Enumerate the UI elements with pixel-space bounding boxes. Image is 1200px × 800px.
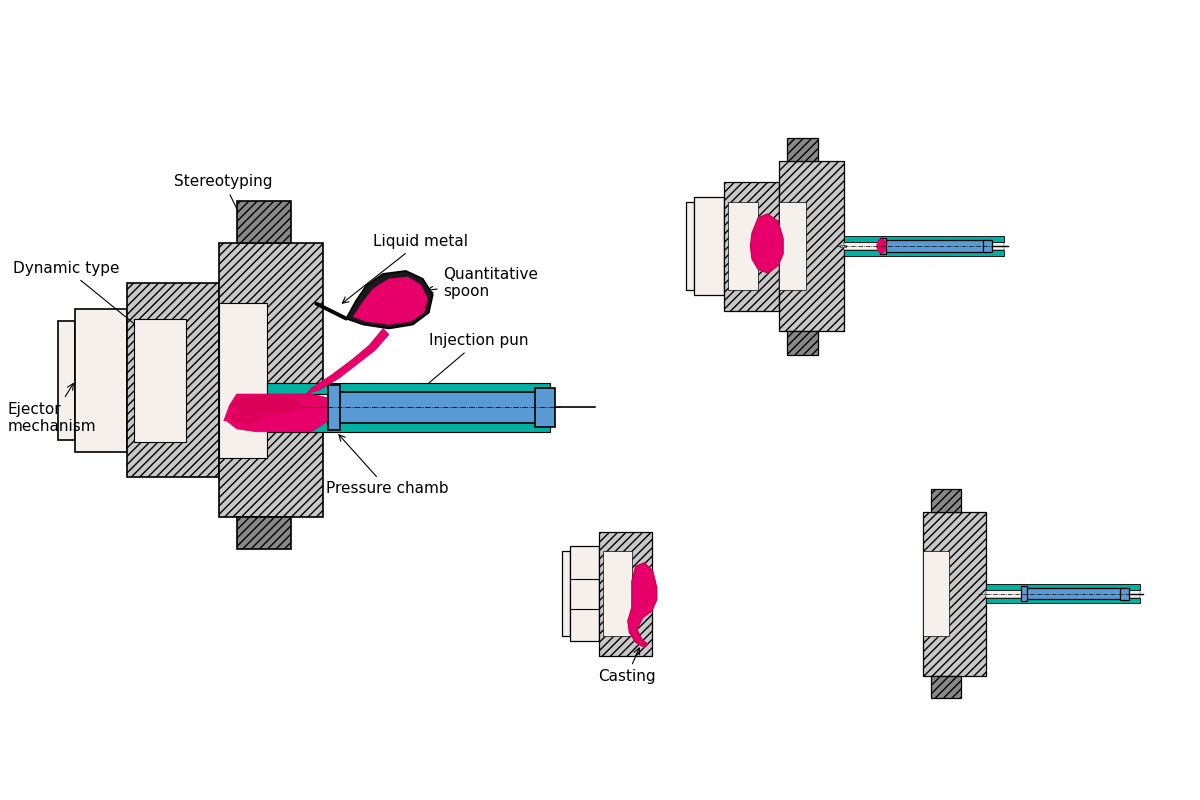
Text: Pressure chamb: Pressure chamb [326,434,449,497]
Bar [266,394,551,421]
Text: Casting: Casting [598,648,655,684]
Text: Liquid metal: Liquid metal [342,234,468,303]
Bar [134,318,186,442]
Bar [779,202,806,290]
Bar [218,243,323,517]
Bar [602,551,632,636]
Bar [694,197,724,295]
Text: Dynamic type: Dynamic type [13,261,154,340]
Bar [236,517,292,549]
Ellipse shape [232,412,262,424]
Text: Quantitative
spoon: Quantitative spoon [427,266,538,299]
Polygon shape [223,394,329,432]
Bar [1120,588,1128,600]
Bar [728,202,758,290]
Ellipse shape [232,396,301,414]
Bar [924,551,949,636]
Bar [1020,586,1026,601]
Bar [58,321,76,440]
Bar [329,385,341,430]
Bar [570,546,599,641]
Polygon shape [628,563,656,647]
Text: Injection pun: Injection pun [419,334,528,391]
Bar [840,245,846,247]
Bar [931,490,961,512]
Polygon shape [750,214,784,273]
Bar [724,182,779,310]
Polygon shape [306,329,389,394]
Bar [787,138,817,161]
Bar [266,383,551,394]
Bar [236,202,292,243]
Polygon shape [353,277,428,325]
Bar [985,598,1140,603]
Bar [886,240,986,252]
Bar [984,240,992,252]
Bar [334,392,552,423]
Bar [686,202,694,290]
Bar [218,302,266,458]
Text: Stereotyping: Stereotyping [174,174,274,239]
Text: Ejector
mechanism: Ejector mechanism [7,383,96,434]
Bar [127,283,218,478]
Ellipse shape [877,239,886,254]
Polygon shape [346,271,433,329]
Bar [985,590,1140,598]
Bar [1026,588,1122,599]
Bar [985,584,1140,590]
Bar [562,551,570,636]
Bar [76,309,127,452]
Bar [880,238,886,254]
Bar [844,250,1004,256]
Bar [924,512,985,675]
Bar [266,421,551,432]
Bar [844,242,1004,250]
Bar [844,236,1004,242]
Bar [779,161,844,331]
Bar [931,675,961,698]
Bar [599,531,652,656]
Bar [787,331,817,354]
Bar [535,388,556,427]
